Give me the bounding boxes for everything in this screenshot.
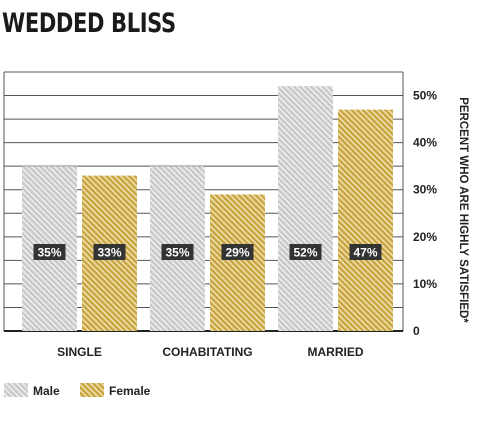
y-axis-label: PERCENT WHO ARE HIGHLY SATISFIED* bbox=[457, 97, 469, 323]
value-label-bg bbox=[289, 244, 322, 260]
legend-label-female: Female bbox=[109, 384, 151, 398]
value-label: 29% bbox=[225, 246, 249, 260]
bar-female-cohabitating bbox=[210, 194, 265, 331]
legend-swatch-male bbox=[4, 383, 28, 397]
value-label-bg bbox=[349, 244, 382, 260]
value-label: 52% bbox=[293, 246, 317, 260]
y-tick-label: 30% bbox=[413, 183, 437, 197]
x-tick-label: MARRIED bbox=[308, 345, 364, 359]
y-tick-label: 50% bbox=[413, 89, 437, 103]
value-label: 35% bbox=[165, 246, 189, 260]
value-label: 47% bbox=[353, 246, 377, 260]
y-tick-label: 20% bbox=[413, 230, 437, 244]
value-label-bg bbox=[161, 244, 194, 260]
x-tick-label: COHABITATING bbox=[162, 345, 252, 359]
chart-title: WEDDED BLISS bbox=[2, 8, 176, 39]
y-tick-label: 10% bbox=[413, 277, 437, 291]
y-tick-label: 0 bbox=[413, 324, 420, 338]
x-tick-label: SINGLE bbox=[57, 345, 102, 359]
legend-swatch-female bbox=[80, 383, 104, 397]
value-label: 35% bbox=[37, 246, 61, 260]
value-label-bg bbox=[33, 244, 66, 260]
value-label-bg bbox=[221, 244, 254, 260]
value-label-bg bbox=[93, 244, 126, 260]
legend-label-male: Male bbox=[33, 384, 60, 398]
y-tick-label: 40% bbox=[413, 136, 437, 150]
bar-female-married bbox=[338, 109, 393, 331]
bar-male-married bbox=[278, 86, 333, 331]
value-label: 33% bbox=[97, 246, 121, 260]
